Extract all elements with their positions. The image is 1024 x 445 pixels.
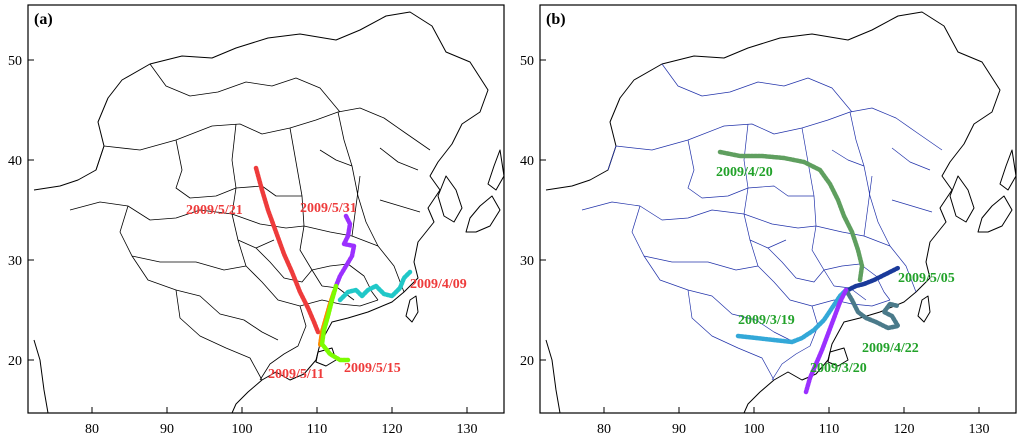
map-b-boundaries [581,63,943,381]
track-b-2009-4-20 [717,149,865,283]
y-tick-b-30: 30 [520,254,534,269]
y-tick-b-50: 50 [520,54,534,69]
map-b-taiwan [917,295,931,323]
map-a-y-ticks: 50 40 30 20 [8,54,34,369]
x-tick-b-130: 130 [969,422,990,437]
map-b-hainan [827,347,849,367]
map-b-frame [539,4,1017,414]
map-b-korea [949,175,975,223]
map-b-sea-edge [545,339,561,414]
label-b-2009-5-05: 2009/5/05 [898,271,955,286]
label-a-2009-5-31: 2009/5/31 [300,201,357,216]
map-b-coastline [545,11,1001,414]
map-a-coastline [33,11,489,414]
track-a-2009-5-15 [319,283,351,363]
x-tick-a-120: 120 [382,422,403,437]
map-panel-a: (a) 2009/5/21 2009/5/31 [8,4,505,437]
x-tick-b-100: 100 [744,422,765,437]
map-a-korea [437,175,463,223]
label-a-2009-5-11: 2009/5/11 [268,367,324,382]
y-tick-b-40: 40 [520,154,534,169]
panel-a-tag: (a) [34,11,53,28]
map-a-taiwan [405,295,419,323]
x-tick-b-120: 120 [894,422,915,437]
track-b-2009-5-05 [845,265,901,293]
map-a-labels: 2009/5/21 2009/5/31 2009/4/09 2009/5/11 … [186,201,467,382]
map-panel-b: (b) 2009/4/20 2009/5/05 2009/3/19 [512,0,1024,445]
y-tick-a-50: 50 [8,54,22,69]
x-tick-a-110: 110 [307,422,327,437]
x-tick-a-90: 90 [160,422,174,437]
label-a-2009-4-09: 2009/4/09 [410,277,467,292]
map-a-tracks [253,165,413,363]
track-b-2009-4-22 [843,287,901,331]
map-b-tracks [717,149,901,395]
map-b-x-ticks: 80 90 100 110 120 130 [597,407,990,437]
label-b-2009-3-19: 2009/3/19 [738,313,795,328]
y-tick-a-20: 20 [8,354,22,369]
x-tick-b-110: 110 [819,422,839,437]
track-a-2009-5-31 [333,213,357,289]
y-tick-a-40: 40 [8,154,22,169]
track-a-2009-4-09 [337,269,413,303]
y-tick-b-20: 20 [520,354,534,369]
map-a-sea-edge [33,339,49,414]
map-b-japan [977,149,1017,233]
label-a-2009-5-21: 2009/5/21 [186,203,243,218]
map-b-y-ticks: 50 40 30 20 [520,54,546,369]
map-b-labels: 2009/4/20 2009/5/05 2009/3/19 2009/4/22 … [716,165,955,376]
y-tick-a-30: 30 [8,254,22,269]
label-b-2009-4-20: 2009/4/20 [716,165,773,180]
panel-b-tag: (b) [546,11,566,28]
map-a-japan [465,149,505,233]
map-a-x-ticks: 80 90 100 110 120 130 [85,407,478,437]
track-b-2009-3-19 [735,287,849,345]
map-a-boundaries [69,63,431,381]
x-tick-b-80: 80 [597,422,611,437]
map-a-hainan [315,347,337,367]
label-b-2009-3-20: 2009/3/20 [810,361,867,376]
map-a-frame [27,4,505,414]
track-a-2009-5-21 [253,165,321,335]
x-tick-a-100: 100 [232,422,253,437]
map-a-svg: (a) 2009/5/21 2009/5/31 [8,4,505,437]
label-a-2009-5-15: 2009/5/15 [344,361,401,376]
map-b-svg: (b) 2009/4/20 2009/5/05 2009/3/19 [520,4,1017,437]
x-tick-a-80: 80 [85,422,99,437]
x-tick-b-90: 90 [672,422,686,437]
x-tick-a-130: 130 [457,422,478,437]
track-b-2009-3-20 [803,287,849,395]
label-b-2009-4-22: 2009/4/22 [862,341,919,356]
